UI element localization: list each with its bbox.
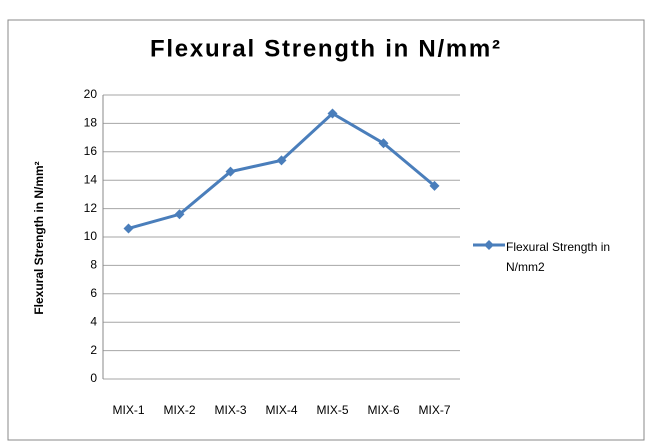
y-axis-label: Flexural Strength in N/mm² xyxy=(32,161,46,314)
y-tick-label: 16 xyxy=(84,144,98,158)
data-point xyxy=(174,209,185,220)
chart-title: Flexural Strength in N/mm² xyxy=(150,35,500,62)
y-tick-label: 4 xyxy=(90,314,97,328)
y-tick-label: 6 xyxy=(90,286,97,300)
y-tick-label: 0 xyxy=(90,371,97,385)
data-point xyxy=(378,138,389,149)
y-tick-label: 10 xyxy=(84,229,98,243)
x-tick-label: MIX-5 xyxy=(316,403,348,417)
y-tick-label: 20 xyxy=(84,87,98,101)
x-tick-label: MIX-3 xyxy=(214,403,246,417)
y-tick-label: 12 xyxy=(84,201,98,215)
data-point xyxy=(225,166,236,177)
legend-marker xyxy=(484,240,494,250)
y-tick-label: 2 xyxy=(90,343,97,357)
y-tick-label: 8 xyxy=(90,258,97,272)
data-point xyxy=(123,223,134,234)
x-tick-label: MIX-1 xyxy=(112,403,144,417)
legend-label: Flexural Strength in N/mm2 xyxy=(506,240,611,274)
chart-border xyxy=(7,19,645,441)
data-point xyxy=(429,180,440,191)
data-point xyxy=(276,155,287,166)
y-tick-label: 14 xyxy=(84,172,98,186)
x-tick-label: MIX-7 xyxy=(418,403,450,417)
x-tick-label: MIX-4 xyxy=(265,403,297,417)
data-point xyxy=(327,108,338,119)
x-tick-label: MIX-2 xyxy=(163,403,195,417)
y-tick-label: 18 xyxy=(84,116,98,130)
x-tick-label: MIX-6 xyxy=(367,403,399,417)
